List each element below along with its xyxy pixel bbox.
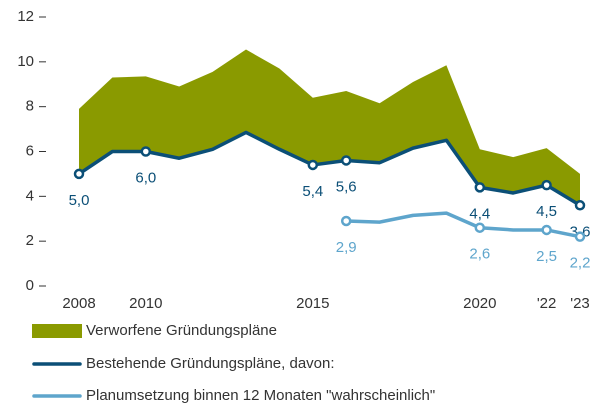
data-label: 2,6: [469, 246, 490, 263]
data-label: 2,9: [336, 239, 357, 256]
area: [79, 49, 580, 206]
y-tick-label: 6: [26, 142, 34, 159]
y-tick-label: 10: [17, 53, 34, 70]
y-tick-label: 2: [26, 232, 34, 249]
legend-label: Bestehende Gründungspläne, davon:: [86, 355, 335, 372]
line: [78, 130, 581, 207]
legend-swatch: [32, 324, 82, 338]
data-label: 2,2: [570, 255, 591, 272]
x-tick-label: '23: [570, 295, 590, 312]
marker: [474, 222, 486, 233]
marker: [574, 231, 586, 242]
marker: [474, 182, 486, 193]
x-tick-label: 2008: [62, 295, 95, 312]
marker: [574, 200, 586, 211]
marker: [541, 224, 552, 236]
marker: [140, 146, 152, 157]
legend-label: Planumsetzung binnen 12 Monaten "wahrsch…: [86, 387, 435, 404]
marker: [340, 215, 352, 227]
marker: [73, 168, 85, 180]
data-label: 6,0: [135, 169, 156, 186]
data-label: 4,4: [469, 205, 490, 222]
y-tick-label: 8: [26, 98, 34, 115]
x-tick-label: '22: [537, 295, 557, 312]
legend-label: Verworfene Gründungspläne: [86, 322, 277, 339]
data-label: 5,4: [302, 183, 323, 200]
data-label: 5,6: [336, 178, 357, 195]
data-label: 2,5: [536, 248, 557, 265]
x-tick-label: 2020: [463, 295, 496, 312]
marker: [340, 155, 352, 166]
y-tick-label: 12: [17, 8, 34, 25]
line: [346, 211, 581, 239]
data-label: 5,0: [69, 192, 90, 209]
y-tick-label: 4: [26, 187, 34, 204]
y-tick-label: 0: [26, 277, 34, 294]
marker: [307, 159, 319, 171]
x-tick-label: 2015: [296, 295, 329, 312]
data-label: 4,5: [536, 203, 557, 220]
x-tick-label: 2010: [129, 295, 162, 312]
marker: [541, 179, 552, 191]
